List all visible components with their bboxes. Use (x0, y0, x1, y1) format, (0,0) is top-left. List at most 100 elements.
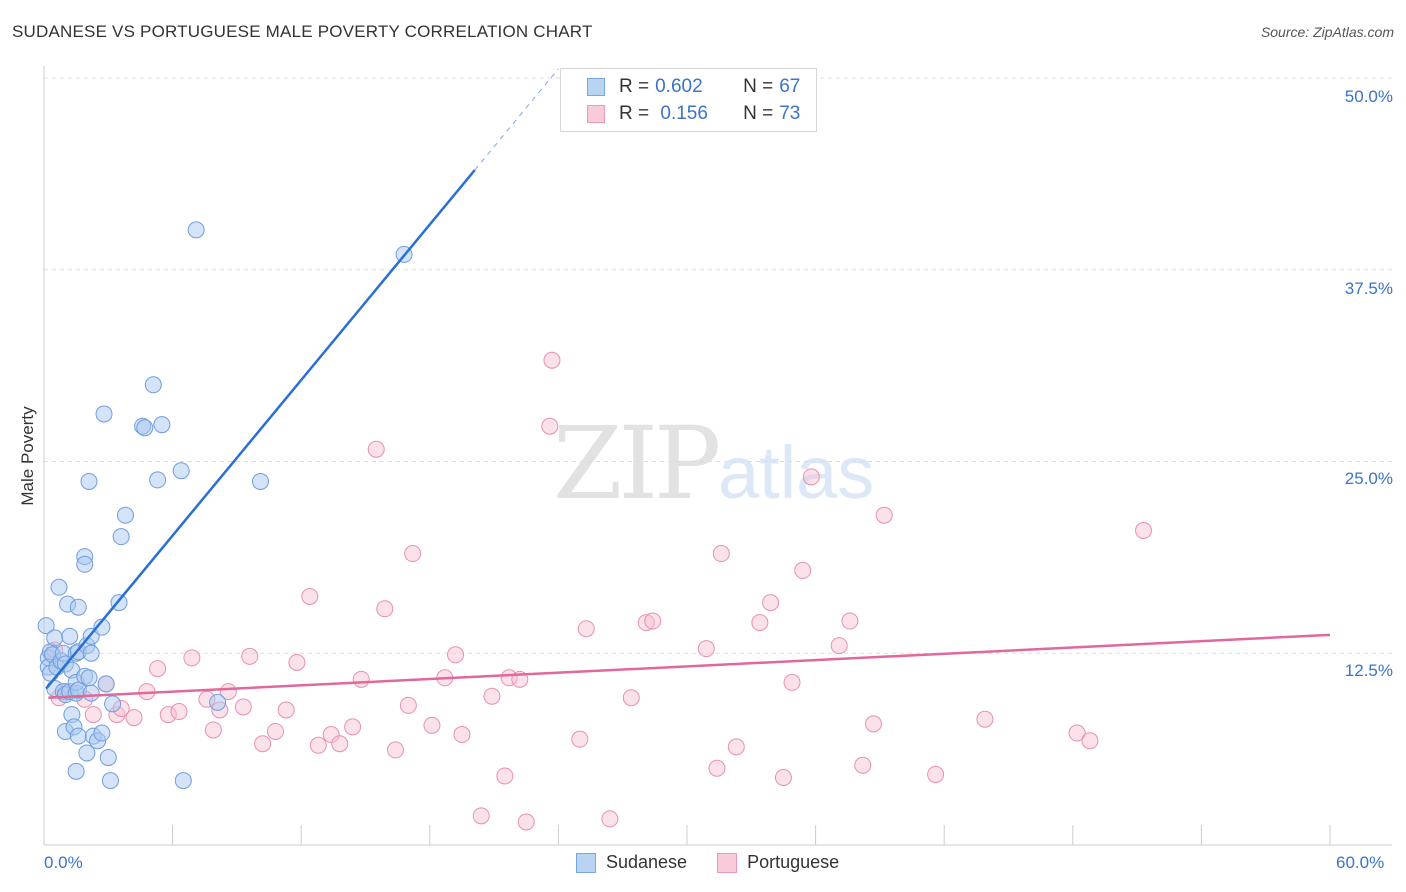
legend-r-value: 0.156 (655, 103, 708, 124)
portuguese-point (751, 614, 769, 632)
portuguese-point (331, 735, 349, 753)
sudanese-point (187, 221, 205, 239)
portuguese-trend-line (48, 633, 1331, 699)
portuguese-point (577, 620, 595, 638)
portuguese-point (637, 614, 655, 632)
sudanese-trend-extension (474, 68, 559, 171)
portuguese-point (149, 660, 167, 678)
sudanese-point (149, 471, 167, 489)
sudanese-point (144, 376, 162, 394)
sudanese-point (82, 644, 100, 662)
portuguese-point (399, 696, 417, 714)
sudanese-point (251, 472, 269, 490)
portuguese-point (601, 810, 619, 828)
portuguese-point (183, 649, 201, 667)
portuguese-point (277, 701, 295, 719)
legend-swatch-portuguese (587, 105, 605, 123)
portuguese-point (794, 561, 812, 579)
legend-row-sudanese: R = 0.602 N = 67 (587, 75, 800, 99)
portuguese-point (712, 545, 730, 563)
sudanese-point (101, 772, 119, 790)
portuguese-point (727, 738, 745, 756)
portuguese-point (447, 646, 465, 664)
series-legend-sudanese[interactable]: Sudanese (576, 852, 687, 873)
series-label-sudanese: Sudanese (606, 852, 688, 872)
portuguese-point (288, 653, 306, 671)
portuguese-point (1081, 732, 1099, 750)
portuguese-point (367, 440, 385, 458)
portuguese-point (241, 647, 259, 665)
sudanese-point (99, 749, 117, 767)
watermark-atlas: atlas (718, 431, 875, 514)
legend-r-label: R = (619, 103, 650, 124)
portuguese-point (622, 689, 640, 707)
portuguese-point (708, 759, 726, 777)
portuguese-point (322, 726, 340, 744)
portuguese-point (352, 670, 370, 688)
portuguese-point (864, 715, 882, 733)
portuguese-point (1068, 724, 1086, 742)
sudanese-point (69, 598, 87, 616)
portuguese-point (234, 698, 252, 716)
portuguese-point (875, 506, 893, 524)
sudanese-point (112, 528, 130, 546)
portuguese-point (483, 687, 501, 705)
x-tick-label-min: 0.0% (44, 853, 83, 872)
sudanese-point (76, 555, 94, 573)
sudanese-point (172, 462, 190, 480)
y-axis-label: Male Poverty (18, 406, 37, 506)
portuguese-point (301, 587, 319, 605)
portuguese-point (496, 767, 514, 785)
portuguese-point (170, 703, 188, 721)
sudanese-point (209, 693, 227, 711)
portuguese-point (541, 417, 559, 435)
portuguese-point (472, 807, 490, 825)
portuguese-point (644, 612, 662, 630)
portuguese-point (453, 726, 471, 744)
y-tick-label-12-5: 12.5% (1344, 661, 1393, 680)
series-label-portuguese: Portuguese (747, 852, 840, 872)
sudanese-point (46, 629, 64, 647)
sudanese-point (80, 472, 98, 490)
series-swatch-portuguese (717, 852, 738, 873)
portuguese-point (159, 706, 177, 724)
portuguese-point (266, 722, 284, 740)
portuguese-point (344, 718, 362, 736)
sudanese-point (93, 724, 111, 742)
portuguese-point (830, 637, 848, 655)
portuguese-point (84, 706, 102, 724)
portuguese-point (697, 640, 715, 658)
legend-n-label: N = (743, 103, 774, 124)
portuguese-point (854, 756, 872, 774)
legend-row-portuguese: R = 0.156 N = 73 (587, 102, 800, 126)
sudanese-point (104, 695, 122, 713)
portuguese-point (783, 673, 801, 691)
portuguese-point (841, 612, 859, 630)
portuguese-point (387, 741, 405, 759)
legend-n-value: 67 (779, 76, 801, 97)
portuguese-point (404, 545, 422, 563)
sudanese-point (116, 506, 134, 524)
portuguese-point (1135, 522, 1153, 540)
chart-source: Source: ZipAtlas.com (1260, 24, 1394, 40)
portuguese-point (571, 730, 589, 748)
watermark-zip: ZIP (553, 405, 721, 522)
sudanese-point (67, 762, 85, 780)
sudanese-point (50, 578, 68, 596)
series-legend: Sudanese Portuguese (576, 852, 869, 873)
y-tick-label-50: 50.0% (1344, 87, 1393, 106)
sudanese-point (174, 772, 192, 790)
x-tick-label-max: 60.0% (1336, 853, 1385, 872)
portuguese-point (762, 594, 780, 612)
portuguese-point (927, 765, 945, 783)
legend-r-value: 0.602 (655, 76, 703, 97)
portuguese-point (376, 600, 394, 618)
series-legend-portuguese[interactable]: Portuguese (717, 852, 839, 873)
legend-n-label: N = (743, 76, 774, 97)
y-tick-label-37-5: 37.5% (1344, 279, 1393, 298)
series-swatch-sudanese (576, 852, 596, 873)
legend-n-value: 73 (779, 103, 801, 124)
sudanese-point (37, 617, 55, 635)
sudanese-point (69, 727, 87, 745)
